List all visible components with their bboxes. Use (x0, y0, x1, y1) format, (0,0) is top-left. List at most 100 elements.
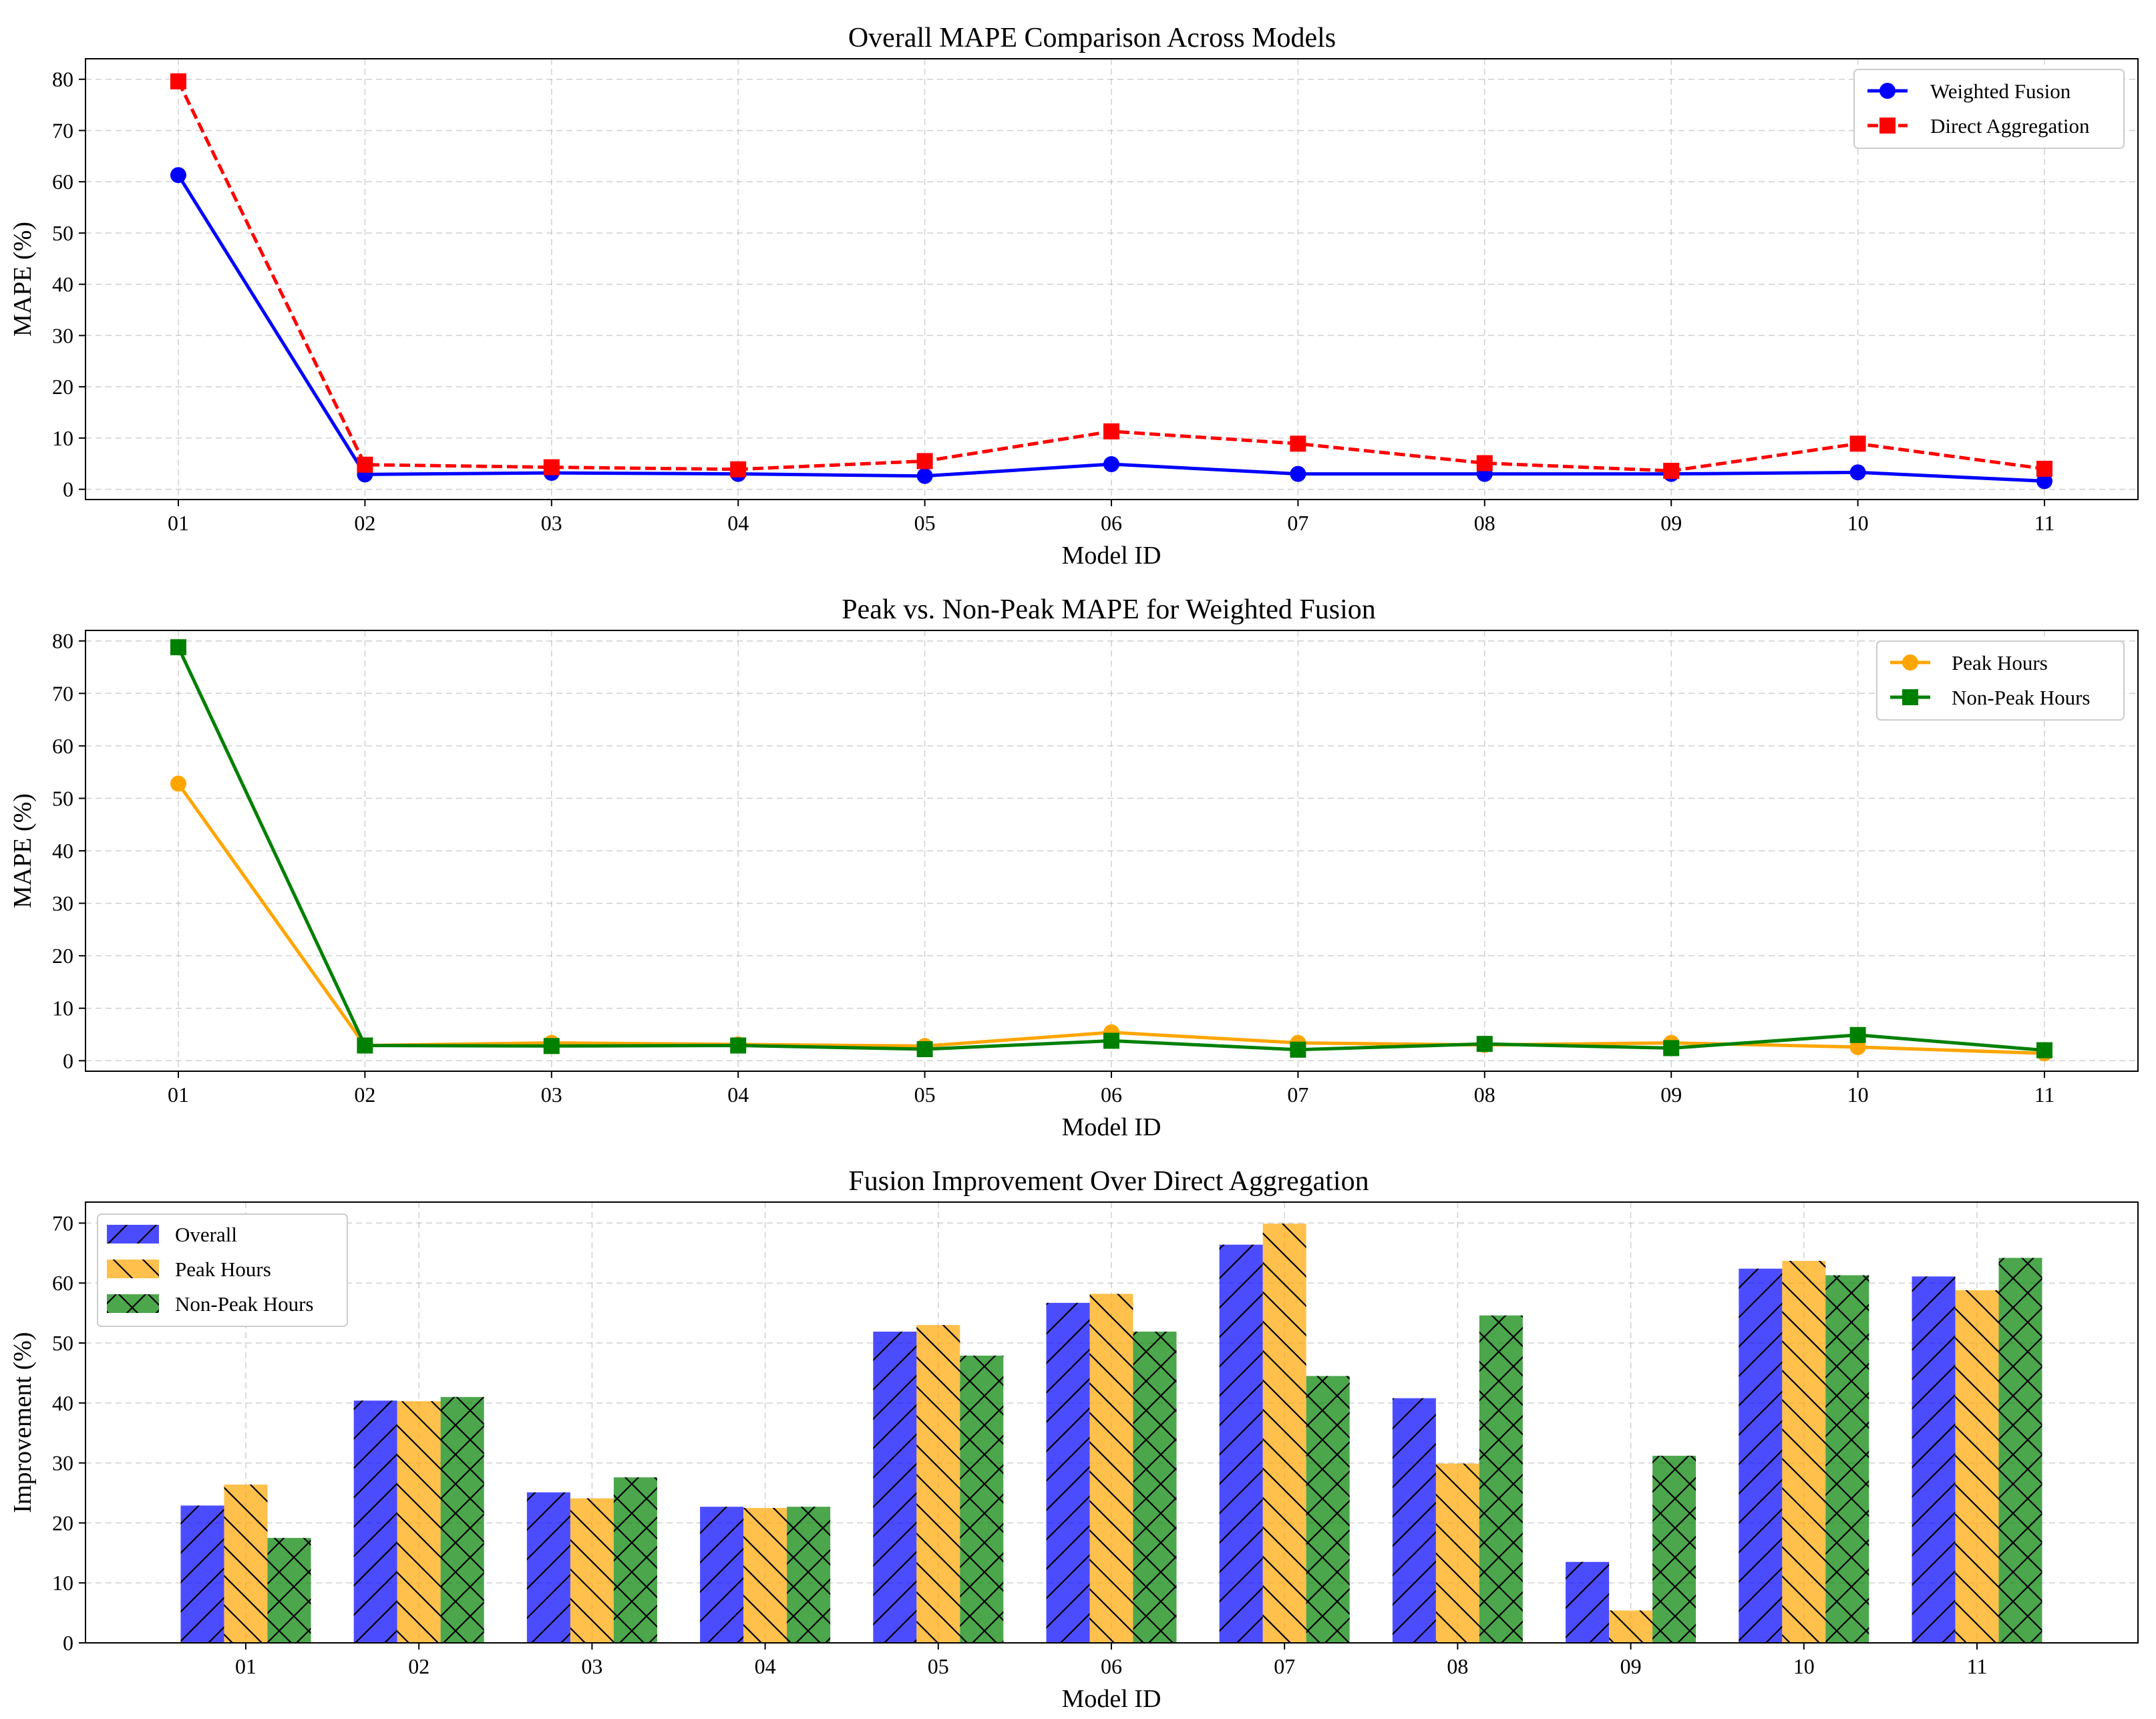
x-tick-label: 02 (408, 1654, 429, 1678)
chart-1-xticks: 01 02 03 04 05 06 07 08 09 10 11 (168, 500, 2054, 535)
data-point-non-peak-hours (543, 1038, 560, 1055)
bar-hatch-peak-hours (397, 1401, 441, 1643)
legend-hatch-non-peak-hours (107, 1294, 159, 1313)
bar-hatch-overall (700, 1507, 744, 1643)
data-point-weighted-fusion (170, 167, 186, 184)
data-point-direct-aggregation (170, 73, 186, 89)
x-tick-label: 08 (1474, 511, 1495, 535)
x-tick-label: 01 (168, 511, 189, 535)
x-tick-label: 08 (1447, 1654, 1468, 1678)
chart-panel-1: Overall MAPE Comparison Across Models 01… (9, 23, 2139, 570)
data-point-weighted-fusion (2036, 473, 2052, 490)
chart-1-xlabel: Model ID (1062, 542, 1161, 570)
x-tick-label: 03 (541, 511, 562, 535)
x-tick-label: 11 (1967, 1654, 1988, 1678)
data-point-direct-aggregation (916, 453, 933, 469)
y-tick-label: 20 (52, 944, 73, 968)
data-point-direct-aggregation (1103, 423, 1119, 439)
bar-hatch-peak-hours (916, 1325, 960, 1643)
bar-hatch-overall (1046, 1302, 1090, 1643)
x-tick-label: 11 (2034, 1083, 2055, 1107)
chart-1-ylabel: MAPE (%) (9, 222, 37, 337)
data-point-weighted-fusion (1290, 465, 1306, 482)
legend-label-direct-aggregation: Direct Aggregation (1930, 114, 2090, 138)
x-tick-label: 05 (928, 1654, 949, 1678)
y-tick-label: 80 (52, 629, 73, 653)
bar-hatch-peak-hours (570, 1498, 614, 1643)
chart-2-ylabel: MAPE (%) (9, 793, 37, 908)
chart-1-plot (170, 73, 2052, 490)
data-point-direct-aggregation (543, 459, 560, 475)
chart-3-legend: Overall Peak Hours Non-Peak Hours (97, 1213, 348, 1327)
y-tick-label: 0 (63, 478, 73, 502)
data-point-non-peak-hours (357, 1037, 373, 1054)
y-tick-label: 0 (63, 1631, 73, 1655)
y-tick-label: 40 (52, 1391, 73, 1415)
data-point-weighted-fusion (916, 467, 933, 484)
data-point-non-peak-hours (1476, 1036, 1493, 1053)
data-point-non-peak-hours (1663, 1040, 1680, 1057)
x-tick-label: 09 (1660, 511, 1682, 535)
bar-hatch-peak-hours (224, 1484, 268, 1643)
y-tick-label: 20 (52, 375, 73, 399)
data-point-peak-hours (170, 775, 186, 792)
y-tick-label: 40 (52, 839, 73, 863)
chart-2-yticks: 0 10 20 30 40 50 60 70 80 (52, 629, 85, 1073)
x-tick-label: 03 (581, 1654, 602, 1678)
series-line-non-peak-hours (176, 646, 2045, 1053)
x-tick-label: 04 (727, 511, 749, 535)
bar-hatch-peak-hours (1782, 1261, 1826, 1643)
x-tick-label: 04 (727, 1083, 749, 1107)
bar-hatch-non-peak-hours (1133, 1331, 1177, 1643)
bar-hatch-peak-hours (1609, 1610, 1653, 1643)
legend-marker-direct-aggregation (1879, 118, 1896, 134)
bar-hatch-peak-hours (1955, 1290, 1999, 1643)
bar-hatch-overall (1566, 1561, 1610, 1643)
chart-3-title: Fusion Improvement Over Direct Aggregati… (848, 1166, 1369, 1197)
x-tick-label: 10 (1793, 1654, 1815, 1678)
x-tick-label: 06 (1101, 511, 1122, 535)
bar-hatch-non-peak-hours (440, 1396, 484, 1643)
chart-1-yticks: 0 10 20 30 40 50 60 70 80 (52, 67, 85, 502)
chart-3-yticks: 0 10 20 30 40 50 60 70 (52, 1211, 85, 1655)
bar-hatch-non-peak-hours (1306, 1376, 1350, 1643)
data-point-non-peak-hours (1103, 1032, 1119, 1049)
y-tick-label: 60 (52, 170, 73, 194)
legend-label-weighted-fusion: Weighted Fusion (1930, 79, 2071, 103)
bar-hatch-overall (353, 1400, 397, 1643)
data-point-weighted-fusion (1103, 456, 1119, 473)
bar-hatch-overall (1219, 1244, 1263, 1643)
legend-hatch-peak-hours (107, 1260, 159, 1278)
legend-label-overall: Overall (175, 1223, 237, 1246)
data-point-non-peak-hours (730, 1037, 747, 1054)
legend-marker-weighted-fusion (1879, 83, 1896, 99)
data-point-direct-aggregation (357, 456, 373, 473)
x-tick-label: 06 (1101, 1083, 1122, 1107)
x-tick-label: 04 (755, 1654, 776, 1678)
data-point-non-peak-hours (170, 639, 186, 656)
y-tick-label: 50 (52, 221, 73, 245)
y-tick-label: 70 (52, 681, 73, 705)
bar-hatch-peak-hours (1089, 1294, 1133, 1643)
chart-1-legend: Weighted Fusion Direct Aggregation (1853, 69, 2125, 149)
x-tick-label: 02 (354, 511, 375, 535)
data-point-non-peak-hours (916, 1041, 933, 1057)
bar-hatch-overall (526, 1492, 570, 1643)
legend-hatch-overall (107, 1225, 159, 1244)
y-tick-label: 70 (52, 118, 73, 142)
x-tick-label: 09 (1660, 1083, 1682, 1107)
bar-hatch-non-peak-hours (613, 1477, 657, 1643)
legend-label-non-peak-hours: Non-Peak Hours (175, 1292, 314, 1316)
bar-hatch-peak-hours (1262, 1223, 1306, 1643)
chart-2-title: Peak vs. Non-Peak MAPE for Weighted Fusi… (842, 594, 1376, 625)
legend-frame (97, 1213, 348, 1327)
x-tick-label: 07 (1274, 1654, 1295, 1678)
y-tick-label: 60 (52, 734, 73, 758)
x-tick-label: 09 (1620, 1654, 1642, 1678)
legend-label-non-peak-hours: Non-Peak Hours (1952, 686, 2091, 709)
y-tick-label: 40 (52, 272, 73, 297)
x-tick-label: 03 (541, 1083, 562, 1107)
data-point-direct-aggregation (1476, 455, 1493, 471)
y-tick-label: 50 (52, 786, 73, 810)
